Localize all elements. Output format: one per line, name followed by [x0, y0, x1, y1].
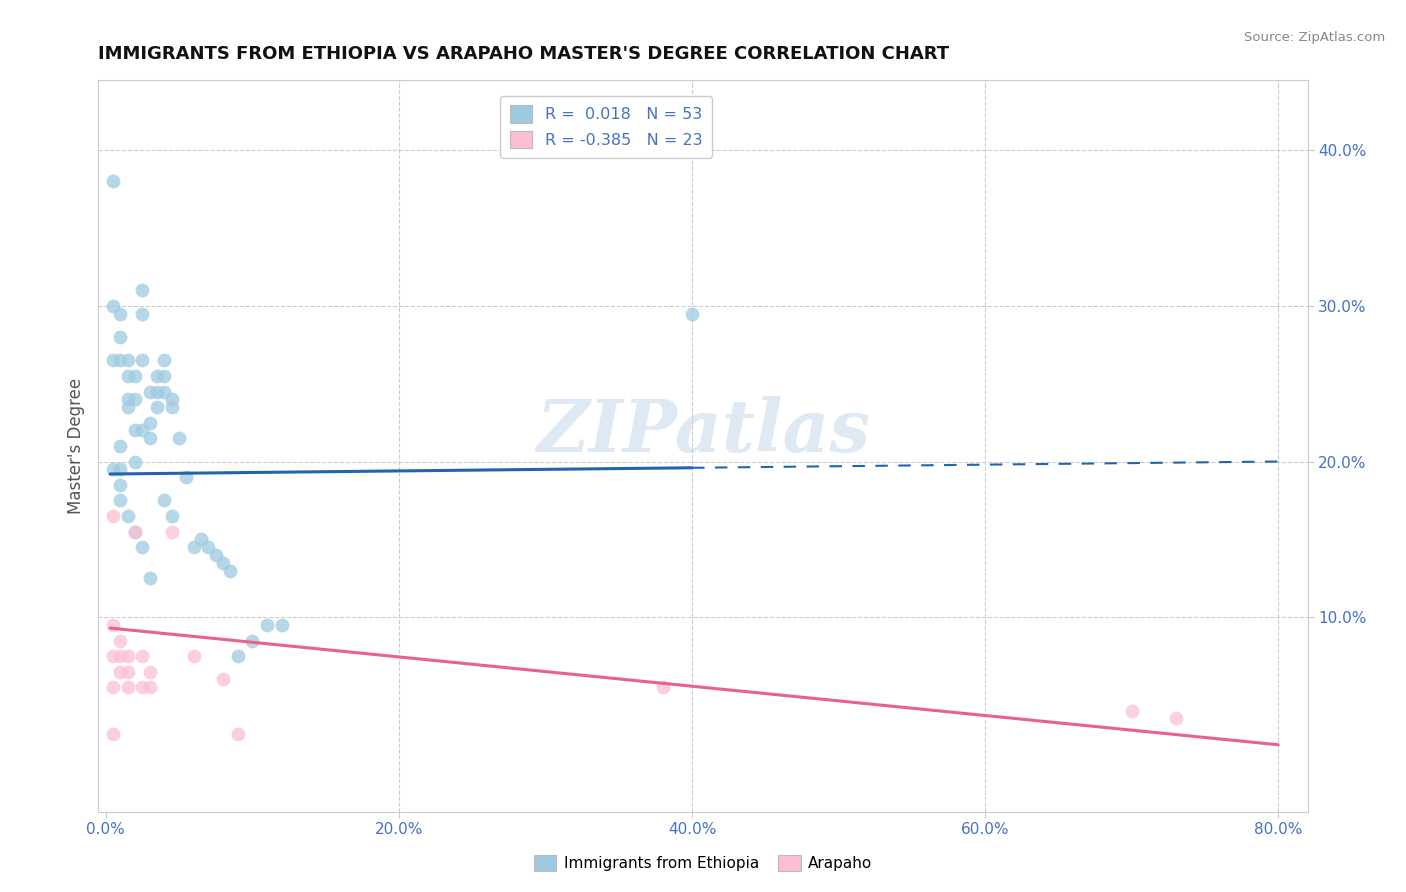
- Point: [117, 649, 139, 664]
- Point: [176, 470, 198, 484]
- Point: [110, 439, 132, 453]
- Point: [138, 431, 160, 445]
- Point: [124, 424, 146, 438]
- Point: [212, 556, 235, 570]
- Point: [110, 665, 132, 679]
- Legend: Immigrants from Ethiopia, Arapaho: Immigrants from Ethiopia, Arapaho: [527, 849, 879, 877]
- Point: [160, 509, 183, 524]
- Point: [117, 400, 139, 414]
- Point: [131, 307, 153, 321]
- Point: [681, 307, 703, 321]
- Y-axis label: Master's Degree: Master's Degree: [66, 378, 84, 514]
- Point: [117, 680, 139, 694]
- Point: [131, 649, 153, 664]
- Point: [197, 540, 219, 554]
- Point: [153, 368, 176, 383]
- Point: [101, 299, 124, 313]
- Point: [153, 384, 176, 399]
- Point: [1121, 704, 1143, 718]
- Point: [160, 392, 183, 407]
- Point: [101, 353, 124, 368]
- Point: [131, 540, 153, 554]
- Point: [117, 392, 139, 407]
- Point: [153, 493, 176, 508]
- Point: [117, 665, 139, 679]
- Point: [138, 384, 160, 399]
- Point: [146, 400, 169, 414]
- Point: [101, 649, 124, 664]
- Point: [101, 680, 124, 694]
- Point: [183, 540, 205, 554]
- Point: [110, 493, 132, 508]
- Point: [183, 649, 205, 664]
- Point: [146, 368, 169, 383]
- Point: [153, 353, 176, 368]
- Point: [270, 618, 292, 632]
- Text: IMMIGRANTS FROM ETHIOPIA VS ARAPAHO MASTER'S DEGREE CORRELATION CHART: IMMIGRANTS FROM ETHIOPIA VS ARAPAHO MAST…: [98, 45, 949, 63]
- Point: [110, 462, 132, 476]
- Point: [117, 368, 139, 383]
- Point: [131, 424, 153, 438]
- Point: [212, 673, 235, 687]
- Point: [101, 618, 124, 632]
- Point: [131, 680, 153, 694]
- Point: [117, 353, 139, 368]
- Legend: R =  0.018   N = 53, R = -0.385   N = 23: R = 0.018 N = 53, R = -0.385 N = 23: [501, 95, 713, 158]
- Point: [240, 633, 263, 648]
- Text: Source: ZipAtlas.com: Source: ZipAtlas.com: [1244, 31, 1385, 45]
- Point: [138, 680, 160, 694]
- Point: [160, 400, 183, 414]
- Point: [256, 618, 278, 632]
- Point: [204, 548, 226, 562]
- Point: [124, 368, 146, 383]
- Point: [101, 174, 124, 188]
- Point: [138, 665, 160, 679]
- Point: [124, 524, 146, 539]
- Point: [117, 509, 139, 524]
- Point: [124, 454, 146, 468]
- Point: [167, 431, 190, 445]
- Point: [146, 384, 169, 399]
- Point: [110, 353, 132, 368]
- Point: [190, 533, 212, 547]
- Point: [110, 633, 132, 648]
- Point: [219, 564, 242, 578]
- Point: [110, 330, 132, 344]
- Point: [651, 680, 673, 694]
- Point: [226, 727, 249, 741]
- Point: [124, 524, 146, 539]
- Point: [110, 649, 132, 664]
- Point: [131, 284, 153, 298]
- Point: [124, 392, 146, 407]
- Point: [131, 353, 153, 368]
- Point: [160, 524, 183, 539]
- Point: [226, 649, 249, 664]
- Point: [101, 509, 124, 524]
- Point: [101, 727, 124, 741]
- Point: [138, 571, 160, 585]
- Text: ZIPatlas: ZIPatlas: [536, 396, 870, 467]
- Point: [110, 478, 132, 492]
- Point: [110, 307, 132, 321]
- Point: [101, 462, 124, 476]
- Point: [1164, 711, 1187, 725]
- Point: [138, 416, 160, 430]
